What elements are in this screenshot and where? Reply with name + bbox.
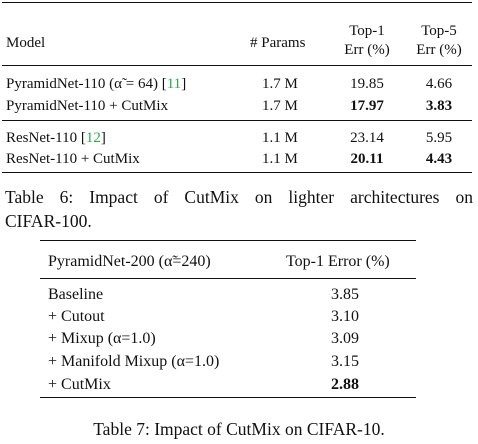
- table7-row-error: 3.09: [331, 330, 359, 347]
- table6-header-top1-line1: Top-1: [349, 23, 385, 39]
- table6-header-model: Model: [6, 35, 46, 51]
- table6-top-rule: [2, 2, 472, 4]
- table6-header-top5-line2: Err (%): [416, 42, 462, 58]
- table7-header-rule: [40, 278, 416, 279]
- table6-caption-line2: CIFAR-100.: [5, 211, 92, 231]
- table6-row-params: 1.1 M: [262, 130, 298, 146]
- table6-row-model: ResNet-110 [12]: [6, 130, 106, 146]
- table6-header-top5-line1: Top-5: [421, 23, 457, 39]
- table7-row-method: + CutMix: [48, 376, 111, 393]
- table7-bottom-rule: [40, 397, 416, 399]
- table6-row-params: 1.7 M: [262, 98, 298, 114]
- table6-row-params: 1.1 M: [262, 151, 298, 167]
- table7-row-error: 3.15: [331, 353, 359, 370]
- table6-row-top1: 17.97: [350, 98, 384, 114]
- table6-row-top5: 3.83: [425, 98, 453, 114]
- table6-row-model: PyramidNet-110 (α̃ = 64) [11]: [6, 76, 187, 92]
- table6-header-top1-line2: Err (%): [344, 42, 390, 58]
- table7-top-rule: [40, 240, 416, 242]
- table7-row-error: 3.10: [331, 308, 359, 325]
- table6-row-top5: 5.95: [425, 130, 453, 146]
- table6-row-top1: 20.11: [350, 151, 384, 167]
- table6-mid-rule: [2, 120, 472, 121]
- table7-header-error: Top-1 Error (%): [286, 253, 390, 270]
- table7-row-method: + Cutout: [48, 308, 105, 325]
- table7-header-model: PyramidNet-200 (α̃=240): [48, 253, 211, 270]
- table7-row-method: + Manifold Mixup (α=1.0): [48, 353, 220, 370]
- table7-row-method: Baseline: [48, 286, 104, 303]
- table6-row-model: ResNet-110 + CutMix: [6, 151, 140, 167]
- table6-row-top1: 23.14: [350, 130, 384, 146]
- table6-header-params: # Params: [250, 35, 306, 51]
- table7-row-method: + Mixup (α=1.0): [48, 330, 156, 347]
- table6-row-top5: 4.66: [425, 76, 453, 92]
- table6-row-top1: 19.85: [350, 76, 384, 92]
- table6-row-params: 1.7 M: [262, 76, 298, 92]
- table6-header-rule: [2, 65, 472, 66]
- table7-row-error: 2.88: [331, 376, 359, 393]
- table7-caption: Table 7: Impact of CutMix on CIFAR-10.: [93, 419, 385, 439]
- citation-link[interactable]: 12: [85, 130, 101, 146]
- table7-row-error: 3.85: [331, 286, 359, 303]
- table6-bottom-rule: [2, 172, 472, 174]
- table6-row-model: PyramidNet-110 + CutMix: [6, 98, 169, 114]
- citation-link[interactable]: 11: [166, 76, 182, 92]
- table6-row-top5: 4.43: [425, 151, 453, 167]
- table6-caption: Table 6: Impact of CutMix on lighter arc…: [5, 187, 473, 207]
